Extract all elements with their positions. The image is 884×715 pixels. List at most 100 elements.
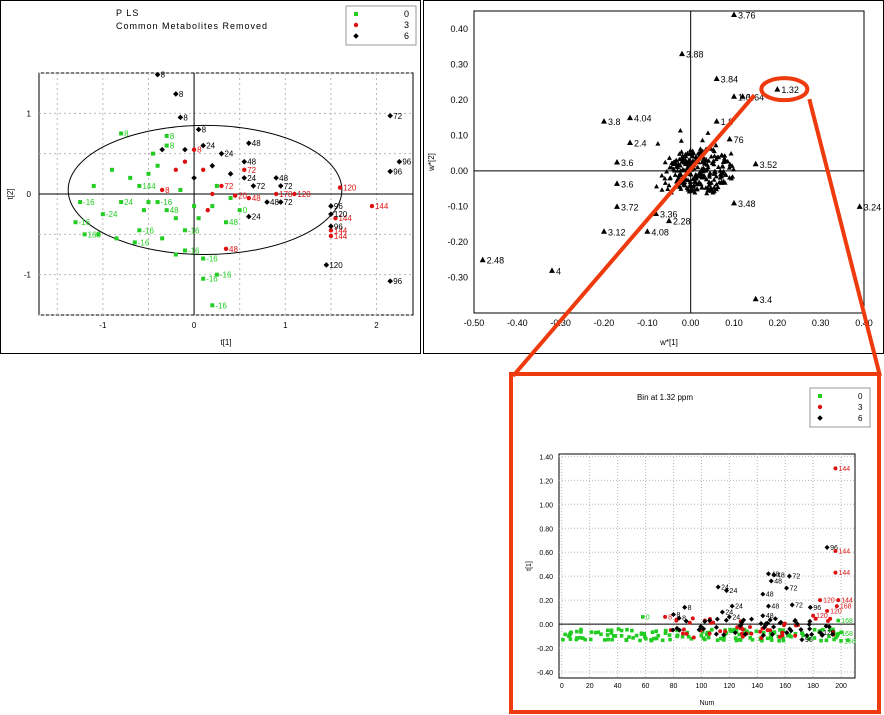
x-tick-label: 0.10 [725,318,743,328]
data-point [771,624,777,630]
variable-point [719,152,725,157]
chart-title: P LS [116,8,139,18]
data-point [609,628,614,633]
data-point [784,585,790,591]
data-point [210,204,215,209]
data-label: 144 [838,570,850,577]
y-axis-label: t[2] [6,188,15,199]
variable-point [601,118,607,124]
data-point [739,620,745,626]
legend-label: 3 [858,403,863,412]
x-tick-label: 0.40 [855,318,873,328]
data-point [237,208,242,213]
data-label: 48 [252,139,261,148]
data-point [119,200,124,205]
data-label: 24 [730,588,738,595]
data-point [686,634,691,639]
data-point [792,617,798,623]
data-point [758,621,764,627]
variable-point [627,139,633,145]
variable-point [678,138,684,143]
data-point [769,634,774,639]
data-label: 24 [725,610,733,617]
data-point [778,628,782,632]
data-point [609,631,614,635]
data-point [654,636,659,641]
variable-point [666,155,672,160]
data-point [663,614,668,619]
legend-marker [353,22,359,28]
data-point [763,622,769,628]
data-point [109,167,114,172]
data-label: 96 [334,202,343,211]
variable-point [549,267,555,273]
data-point [807,604,813,610]
variable-point [679,50,685,57]
data-point [639,631,644,636]
data-label: 8 [179,90,184,99]
x-tick-label: 60 [642,683,650,690]
data-point [713,631,719,637]
x-tick-label: 1 [283,321,288,330]
data-point [765,636,770,641]
data-point [182,159,188,164]
y-tick-label: 0.00 [450,166,468,176]
data-point [826,624,832,630]
data-point [663,631,668,636]
variable-point [713,118,720,124]
legend-label: 6 [858,414,863,423]
data-label: 120 [823,598,835,605]
data-point [761,631,766,635]
data-point [707,631,712,636]
data-point [137,183,142,188]
data-point [328,228,334,233]
data-point [164,208,169,213]
data-point [631,636,635,640]
data-label: 72 [795,602,803,609]
data-label: 144 [375,202,389,211]
data-point [602,638,607,642]
data-label: 8 [682,616,686,623]
data-point [141,208,146,213]
variable-label: 3.8 [608,117,621,127]
data-point [714,616,720,622]
data-point [834,635,838,640]
data-point [337,185,343,190]
data-point [73,220,78,225]
data-label: 120 [334,210,348,219]
variable-point [479,256,486,263]
data-point [689,637,694,641]
data-point [246,140,252,146]
chart-legend: 0 3 6 [809,387,871,428]
data-point [578,635,582,640]
data-point [667,633,672,637]
variable-point [614,159,620,165]
y-tick-label: -1 [24,271,32,280]
data-point [768,628,773,633]
data-point [96,232,101,237]
data-point [396,158,403,165]
data-point [832,637,836,642]
y-tick-label: 1.00 [539,502,553,509]
data-point [768,578,774,584]
data-point [786,573,792,579]
y-tick-label: 0.30 [450,59,468,69]
data-point [820,628,825,632]
variable-label: 3.48 [738,199,756,209]
data-label: 24 [721,584,729,591]
data-point [811,613,816,618]
plot-frame [473,10,865,314]
variable-point [644,228,651,234]
data-point [806,621,812,627]
data-label: 170 [279,190,293,199]
data-label: 168 [841,631,853,638]
data-point [687,620,692,625]
data-label: 8 [170,132,175,141]
data-point [569,630,573,635]
data-point [82,232,87,237]
data-point [100,212,105,217]
data-point [723,617,729,623]
plot-frame [558,453,856,679]
data-label: 96 [334,222,343,231]
data-point [788,628,794,634]
